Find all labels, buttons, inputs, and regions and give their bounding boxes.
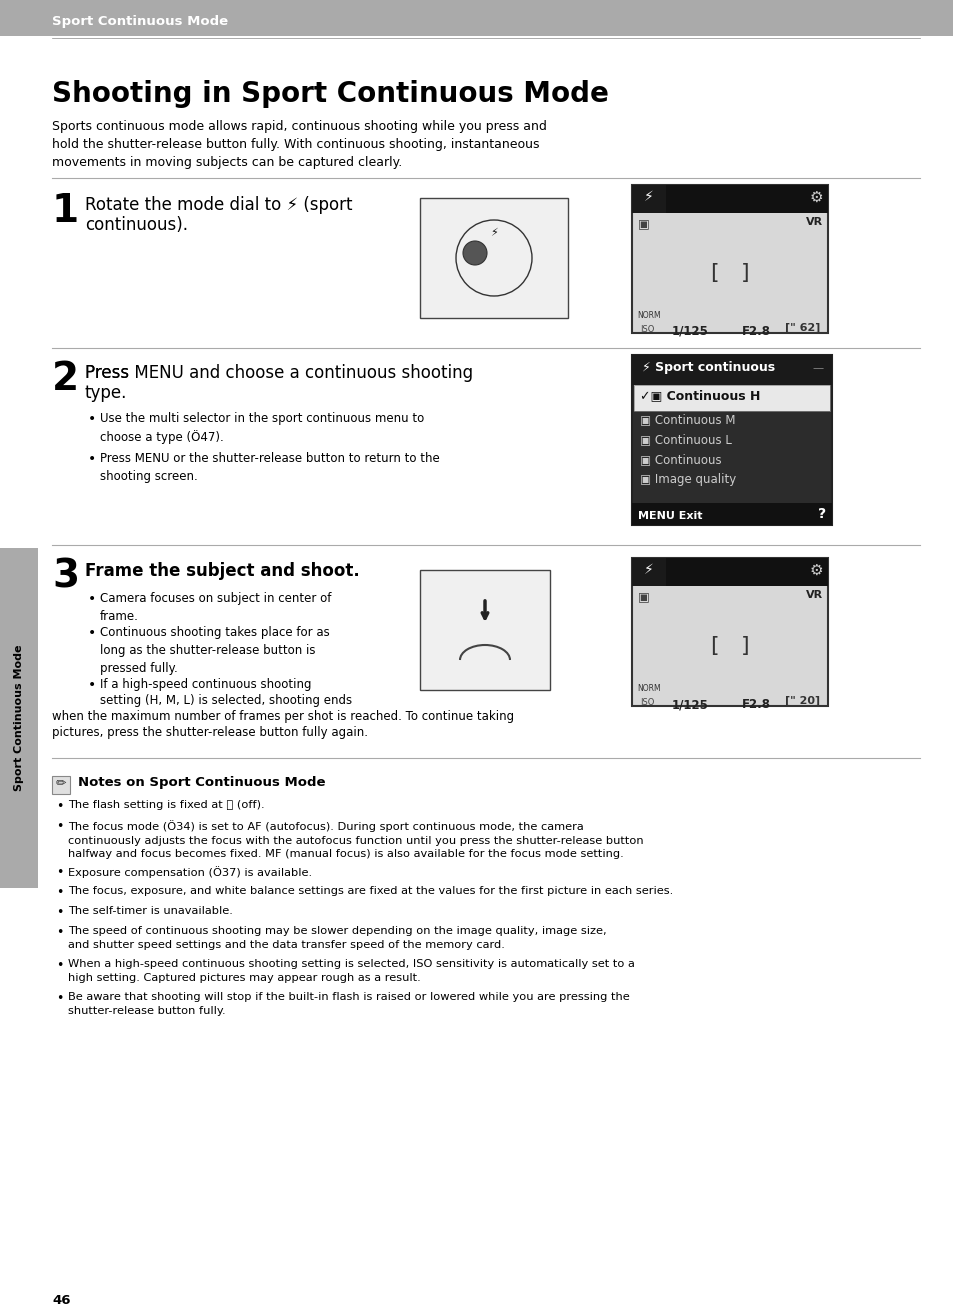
Text: When a high-speed continuous shooting setting is selected, ISO sensitivity is au: When a high-speed continuous shooting se… <box>68 959 634 983</box>
Text: Press MENU or the shutter-release button to return to the
shooting screen.: Press MENU or the shutter-release button… <box>100 452 439 484</box>
Text: ▣ Continuous M: ▣ Continuous M <box>639 413 735 426</box>
Text: ?: ? <box>817 507 825 520</box>
Text: ⚡: ⚡ <box>643 191 653 204</box>
Text: ⚡: ⚡ <box>643 562 653 577</box>
Text: 1: 1 <box>52 192 79 230</box>
Text: •: • <box>88 452 96 466</box>
Text: ✓▣ Continuous H: ✓▣ Continuous H <box>639 389 760 402</box>
Bar <box>419 198 567 318</box>
Bar <box>634 385 829 411</box>
Text: •: • <box>56 866 63 879</box>
Text: Frame the subject and shoot.: Frame the subject and shoot. <box>85 562 359 579</box>
Text: ISO: ISO <box>639 698 654 707</box>
Text: Sport Continuous Mode: Sport Continuous Mode <box>52 16 228 29</box>
Text: •: • <box>56 926 63 940</box>
Bar <box>419 570 550 690</box>
Bar <box>631 185 827 332</box>
Text: Press MENU and choose a continuous shooting: Press MENU and choose a continuous shoot… <box>85 364 473 382</box>
Text: The speed of continuous shooting may be slower depending on the image quality, i: The speed of continuous shooting may be … <box>68 926 606 950</box>
Text: Shooting in Sport Continuous Mode: Shooting in Sport Continuous Mode <box>52 80 608 108</box>
Text: Notes on Sport Continuous Mode: Notes on Sport Continuous Mode <box>78 777 325 788</box>
Bar <box>0 548 38 888</box>
Bar <box>631 558 827 706</box>
Text: continuous).: continuous). <box>85 215 188 234</box>
Text: when the maximum number of frames per shot is reached. To continue taking: when the maximum number of frames per sh… <box>52 710 514 723</box>
Text: ▣: ▣ <box>638 217 649 230</box>
Bar <box>52 777 70 794</box>
Bar <box>631 355 831 526</box>
Text: F2.8: F2.8 <box>741 698 770 711</box>
Text: The focus mode (Ö34) is set to AF (autofocus). During sport continuous mode, the: The focus mode (Ö34) is set to AF (autof… <box>68 820 643 859</box>
Text: ▣ Image quality: ▣ Image quality <box>639 473 736 486</box>
Text: 1/125: 1/125 <box>671 325 708 338</box>
Text: ▣: ▣ <box>638 590 649 603</box>
Text: 46: 46 <box>52 1294 71 1307</box>
Text: NORM: NORM <box>637 311 659 321</box>
Text: [   ]: [ ] <box>710 636 748 656</box>
Text: —: — <box>812 363 823 373</box>
Text: 3: 3 <box>52 558 79 597</box>
Text: NORM: NORM <box>637 685 659 692</box>
Text: If a high-speed continuous shooting: If a high-speed continuous shooting <box>100 678 312 691</box>
Text: Be aware that shooting will stop if the built-in flash is raised or lowered whil: Be aware that shooting will stop if the … <box>68 992 629 1016</box>
Text: •: • <box>56 992 63 1005</box>
Bar <box>0 0 953 35</box>
Text: [   ]: [ ] <box>710 263 748 283</box>
Text: VR: VR <box>805 217 822 227</box>
Bar <box>631 355 831 385</box>
Text: Sport Continuous Mode: Sport Continuous Mode <box>14 645 24 791</box>
Text: Continuous shooting takes place for as
long as the shutter-release button is
pre: Continuous shooting takes place for as l… <box>100 625 330 675</box>
Text: setting (H, M, L) is selected, shooting ends: setting (H, M, L) is selected, shooting … <box>100 694 352 707</box>
Text: The self-timer is unavailable.: The self-timer is unavailable. <box>68 905 233 916</box>
Text: Use the multi selector in the sport continuous menu to
choose a type (Ö47).: Use the multi selector in the sport cont… <box>100 413 424 444</box>
Text: ▣ Continuous: ▣ Continuous <box>639 453 720 466</box>
Text: ⚡ Sport continuous: ⚡ Sport continuous <box>641 361 774 374</box>
Text: •: • <box>88 593 96 606</box>
Bar <box>631 503 831 526</box>
Text: ▣ Continuous L: ▣ Continuous L <box>639 434 731 445</box>
Text: ⚙: ⚙ <box>808 562 821 578</box>
Text: ISO: ISO <box>639 325 654 334</box>
Text: movements in moving subjects can be captured clearly.: movements in moving subjects can be capt… <box>52 156 402 170</box>
Text: •: • <box>88 678 96 692</box>
Text: Rotate the mode dial to ⚡ (sport: Rotate the mode dial to ⚡ (sport <box>85 196 352 214</box>
Text: ✏: ✏ <box>55 777 66 790</box>
Text: hold the shutter-release button fully. With continuous shooting, instantaneous: hold the shutter-release button fully. W… <box>52 138 539 151</box>
Text: VR: VR <box>805 590 822 600</box>
Bar <box>634 385 829 411</box>
Text: pictures, press the shutter-release button fully again.: pictures, press the shutter-release butt… <box>52 727 368 738</box>
Bar <box>631 185 665 213</box>
Text: The focus, exposure, and white balance settings are fixed at the values for the : The focus, exposure, and white balance s… <box>68 886 673 896</box>
Text: [" 62]: [" 62] <box>783 323 820 334</box>
Text: •: • <box>56 886 63 899</box>
Text: •: • <box>56 800 63 813</box>
Text: •: • <box>56 905 63 918</box>
Circle shape <box>462 240 486 265</box>
Bar <box>631 185 827 213</box>
Text: ⚡: ⚡ <box>490 229 497 238</box>
Text: •: • <box>88 625 96 640</box>
Text: MENU Exit: MENU Exit <box>638 511 701 520</box>
Text: Camera focuses on subject in center of
frame.: Camera focuses on subject in center of f… <box>100 593 331 623</box>
Text: ⚙: ⚙ <box>808 191 821 205</box>
Text: •: • <box>88 413 96 426</box>
Text: 2: 2 <box>52 360 79 398</box>
Bar <box>631 558 827 586</box>
Text: Sports continuous mode allows rapid, continuous shooting while you press and: Sports continuous mode allows rapid, con… <box>52 120 546 133</box>
Text: 1/125: 1/125 <box>671 698 708 711</box>
Bar <box>631 558 665 586</box>
Text: •: • <box>56 820 63 833</box>
Text: type.: type. <box>85 384 128 402</box>
Text: •: • <box>56 959 63 972</box>
Text: Press: Press <box>85 364 134 382</box>
Text: Exposure compensation (Ö37) is available.: Exposure compensation (Ö37) is available… <box>68 866 312 878</box>
Text: [" 20]: [" 20] <box>784 696 820 706</box>
Text: F2.8: F2.8 <box>741 325 770 338</box>
Text: The flash setting is fixed at ⓧ (off).: The flash setting is fixed at ⓧ (off). <box>68 800 264 809</box>
